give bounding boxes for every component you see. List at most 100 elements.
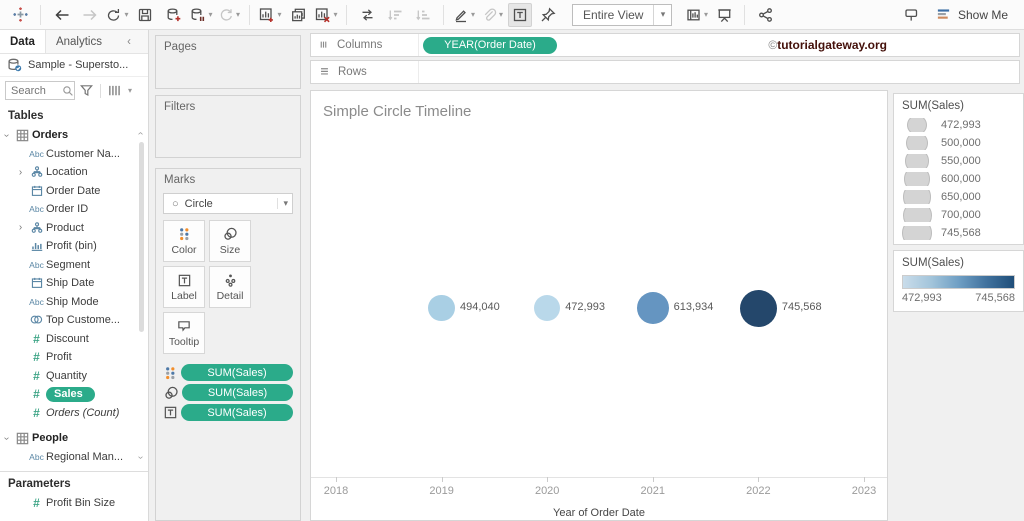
field-row-order-id[interactable]: Abc Order ID [0, 200, 148, 219]
fix-axes-icon[interactable] [536, 3, 560, 27]
columns-shelf[interactable]: Columns YEAR(Order Date) ©tutorialgatewa… [310, 33, 1020, 57]
expander-icon[interactable]: › [18, 222, 23, 234]
scroll-up-icon[interactable]: › [135, 131, 147, 136]
data-mark-circle-2021[interactable] [636, 292, 669, 324]
chart-area[interactable]: Simple Circle Timeline 494,040 472,993 613… [310, 90, 888, 521]
field-row-discount[interactable]: # Discount [0, 330, 148, 349]
size-legend-card[interactable]: SUM(Sales) 472,993 500,000 550,000 600,000 6… [893, 93, 1024, 245]
size-legend-item[interactable]: 745,568 [894, 224, 1023, 242]
field-row-ship-date[interactable]: Ship Date [0, 274, 148, 293]
datasource-row[interactable]: Sample - Supersto... [0, 54, 148, 77]
expander-icon[interactable]: › [18, 166, 23, 178]
field-row-segment[interactable]: Abc Segment [0, 256, 148, 275]
field-row-ship-mode[interactable]: Abc Ship Mode [0, 293, 148, 312]
data-mark-circle-2022[interactable] [739, 289, 777, 327]
scrollbar-thumb[interactable] [139, 142, 144, 332]
color-legend-card[interactable]: SUM(Sales) 472,993 745,568 [893, 250, 1024, 312]
field-row-product[interactable]: › Product [0, 219, 148, 238]
collapse-pane-icon[interactable]: ‹ [127, 35, 131, 48]
field-row-orders[interactable]: › Orders [0, 126, 148, 145]
field-row-location[interactable]: › Location [0, 163, 148, 182]
dropdown-caret-icon[interactable]: ▾ [124, 10, 129, 19]
dropdown-caret-icon[interactable]: ▾ [470, 10, 475, 19]
size-legend-item[interactable]: 600,000 [894, 170, 1023, 188]
filter-fields-icon[interactable] [79, 83, 94, 98]
field-row-customer-na[interactable]: Abc Customer Na... [0, 145, 148, 164]
size-legend-item[interactable]: 550,000 [894, 152, 1023, 170]
show-mark-labels-icon[interactable] [508, 2, 532, 27]
field-row-profit[interactable]: # Profit [0, 348, 148, 367]
columns-shelf-pill[interactable]: YEAR(Order Date) [423, 36, 557, 54]
field-row-quantity[interactable]: # Quantity [0, 367, 148, 386]
duplicate-sheet-icon[interactable] [286, 3, 310, 27]
swap-rows-columns-icon[interactable] [355, 3, 379, 27]
share-icon[interactable] [753, 3, 777, 27]
expander-icon[interactable]: › [1, 133, 12, 137]
field-name: Order ID [46, 203, 89, 216]
tableau-logo-icon[interactable] [8, 3, 32, 27]
save-icon[interactable] [133, 3, 157, 27]
fields-scrollbar[interactable]: › › [135, 126, 147, 466]
marks-pill-1[interactable]: SUM(Sales) [182, 384, 293, 401]
field-row-orders-count[interactable]: # Orders (Count) [0, 404, 148, 423]
marks-tooltip-button[interactable]: Tooltip [163, 312, 205, 354]
dropdown-caret-icon[interactable]: ▾ [498, 10, 503, 19]
data-mark-circle-2019[interactable] [428, 294, 456, 322]
parameter-row-profit-bin-size[interactable]: # Profit Bin Size [0, 494, 148, 513]
pause-updates-icon[interactable]: ▾ [189, 3, 213, 27]
new-worksheet-icon[interactable]: ▾ [258, 3, 282, 27]
view-options-icon[interactable] [107, 83, 122, 98]
marks-size-button[interactable]: Size [209, 220, 251, 262]
rows-shelf[interactable]: Rows [310, 60, 1020, 84]
scroll-down-icon[interactable]: › [135, 455, 147, 460]
expander-icon[interactable]: › [1, 436, 12, 440]
field-row-order-date[interactable]: Order Date [0, 182, 148, 201]
dropdown-caret-icon[interactable]: ▾ [277, 10, 282, 19]
pages-card[interactable]: Pages [155, 35, 301, 89]
show-me-label: Show Me [957, 7, 1008, 22]
size-legend-item[interactable]: 700,000 [894, 206, 1023, 224]
marks-pill-2[interactable]: SUM(Sales) [181, 404, 293, 421]
show-me-button[interactable]: Show Me [927, 3, 1016, 27]
clear-sheet-icon[interactable]: ▾ [314, 3, 338, 27]
new-datasource-icon[interactable] [161, 3, 185, 27]
size-legend-item[interactable]: 500,000 [894, 134, 1023, 152]
field-row-top-custome[interactable]: Top Custome... [0, 311, 148, 330]
undo-icon[interactable] [49, 3, 73, 27]
marks-color-button[interactable]: Color [163, 220, 205, 262]
group-members-icon[interactable]: ▾ [480, 3, 504, 27]
sort-ascending-icon[interactable] [383, 3, 407, 27]
mark-type-dropdown[interactable]: ○ Circle ▾ [163, 193, 293, 214]
sort-descending-icon[interactable] [411, 3, 435, 27]
field-row-sales[interactable]: # Sales [0, 385, 148, 404]
show-hide-cards-icon[interactable]: ▾ [684, 3, 708, 27]
filters-card[interactable]: Filters [155, 95, 301, 158]
field-row-people[interactable]: › People [0, 429, 148, 448]
size-legend-item[interactable]: 472,993 [894, 116, 1023, 134]
marks-detail-button[interactable]: Detail [209, 266, 251, 308]
tooltip-flag-icon[interactable] [899, 3, 923, 27]
run-update-icon[interactable]: ▾ [217, 3, 241, 27]
dropdown-caret-icon[interactable]: ▾ [703, 10, 708, 19]
marks-label-button[interactable]: Label [163, 266, 205, 308]
field-row-profit-bin[interactable]: Profit (bin) [0, 237, 148, 256]
dropdown-caret-icon[interactable]: ▾ [333, 10, 338, 19]
tab-analytics[interactable]: Analytics ‹ [44, 30, 148, 53]
hash-field-icon: # [33, 405, 40, 420]
fit-dropdown[interactable]: Entire View ▾ [572, 3, 673, 26]
dropdown-caret-icon[interactable]: ▾ [235, 10, 240, 19]
data-mark-circle-2020[interactable] [534, 295, 561, 321]
replay-icon[interactable]: ▾ [105, 3, 129, 27]
marks-pill-0[interactable]: SUM(Sales) [181, 364, 293, 381]
view-options-caret-icon[interactable]: ▾ [128, 86, 133, 95]
search-input[interactable] [5, 81, 75, 100]
tab-data[interactable]: Data [0, 30, 45, 53]
presentation-mode-icon[interactable] [712, 3, 736, 27]
size-legend-item[interactable]: 650,000 [894, 188, 1023, 206]
highlight-icon[interactable]: ▾ [452, 3, 476, 27]
field-row-regional-man[interactable]: Abc Regional Man... [0, 448, 148, 467]
divider [0, 471, 148, 472]
redo-icon[interactable] [77, 3, 101, 27]
dropdown-caret-icon[interactable]: ▾ [208, 10, 213, 19]
marks-buttons: Color Size Label Detail Tooltip [156, 220, 302, 354]
